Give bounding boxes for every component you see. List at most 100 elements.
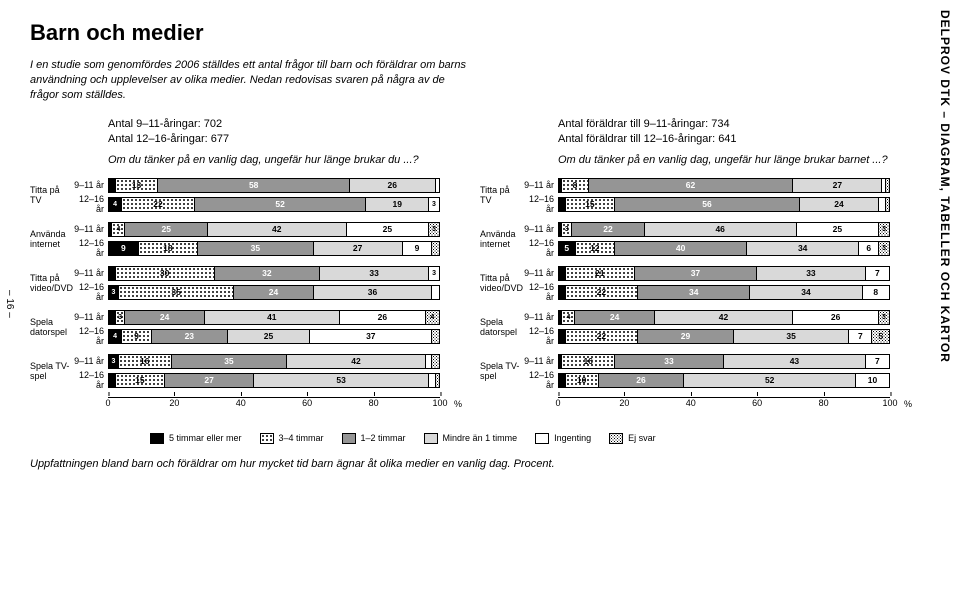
bar-segment: 37	[635, 267, 757, 280]
category-label: Titta på video/DVD	[30, 265, 72, 303]
legend-swatch	[424, 433, 438, 444]
axis-tick: 40	[236, 394, 246, 404]
legend-item: Mindre än 1 timme	[424, 433, 518, 444]
bar-segment: 13	[116, 179, 159, 192]
page-title: Barn och medier	[30, 20, 930, 46]
bar-segment: 9	[122, 330, 152, 343]
legend-label: 3–4 timmar	[279, 433, 324, 443]
category-group: Titta på video/DVD9–11 år3032333 12–16 år…	[30, 265, 440, 303]
bar-row: 12–16 år49232537	[72, 328, 440, 345]
panel-meta: Antal 9–11-åringar: 702Antal 12–16-åring…	[108, 117, 440, 169]
panel-meta-line: Antal föräldrar till 9–11-åringar: 734	[558, 117, 890, 132]
chart-panel: Antal föräldrar till 9–11-åringar: 734 An…	[480, 117, 890, 413]
age-label: 9–11 år	[522, 180, 558, 190]
bar-segment: 3	[109, 355, 119, 368]
panel-meta: Antal föräldrar till 9–11-åringar: 734An…	[558, 117, 890, 169]
stacked-bar: 135826	[108, 178, 440, 193]
bar-segment	[432, 330, 439, 343]
age-label: 12–16 år	[72, 238, 108, 258]
age-label: 9–11 år	[72, 180, 108, 190]
stacked-bar: 152753	[108, 373, 440, 388]
age-label: 12–16 år	[522, 238, 558, 258]
bar-segment: 22	[566, 286, 639, 299]
bar-segment	[436, 179, 439, 192]
side-label: DELPROV DTK – DIAGRAM, TABELLER OCH KART…	[938, 10, 952, 363]
stacked-bar: 1633437	[558, 354, 890, 369]
age-label: 12–16 år	[72, 326, 108, 346]
chart-panel: Antal 9–11-åringar: 702Antal 12–16-åring…	[30, 117, 440, 413]
bar-segment: 52	[195, 198, 367, 211]
bar-segment: 36	[314, 286, 433, 299]
category-label: Spela datorspel	[30, 309, 72, 347]
bar-segment	[559, 374, 566, 387]
age-label: 9–11 år	[522, 312, 558, 322]
bar-segment: 15	[116, 374, 166, 387]
axis-tick: 20	[169, 394, 179, 404]
category-group: Spela TV-spel9–11 år163343712–16 år10265…	[480, 353, 890, 391]
bar-segment	[429, 374, 436, 387]
bar-segment: 24	[125, 311, 204, 324]
bar-row: 9–11 år3163542	[72, 353, 440, 370]
category-label: Titta på video/DVD	[480, 265, 522, 303]
bar-row: 9–11 år42542253	[72, 221, 440, 238]
bar-segment: 34	[747, 242, 859, 255]
age-label: 9–11 år	[522, 268, 558, 278]
bar-segment	[559, 267, 566, 280]
bar-segment: 4	[109, 198, 122, 211]
bar-segment: 5	[872, 330, 889, 343]
bar-segment: 4	[109, 330, 122, 343]
bar-row: 12–16 år155624	[522, 196, 890, 213]
legend: 5 timmar eller mer3–4 timmar1–2 timmarMi…	[150, 433, 930, 444]
category-group: Spela datorspel9–11 år3244126412–16 år49…	[30, 309, 440, 347]
bar-segment: 46	[645, 223, 797, 236]
axis-tick: 100	[432, 394, 447, 404]
legend-item: Ingenting	[535, 433, 591, 444]
bar-segment	[559, 286, 566, 299]
bar-segment: 24	[800, 198, 879, 211]
legend-swatch	[260, 433, 274, 444]
intro-text: I en studie som genomfördes 2006 ställde…	[30, 58, 470, 103]
bar-segment: 4	[562, 311, 575, 324]
bar-row: 9–11 år3032333	[72, 265, 440, 282]
stacked-bar: 22293575	[558, 329, 890, 344]
percent-sign: %	[454, 399, 462, 409]
bar-segment	[432, 242, 439, 255]
bar-segment: 25	[228, 330, 311, 343]
bar-segment: 12	[576, 242, 616, 255]
bar-segment: 35	[172, 355, 288, 368]
bar-segment: 3	[879, 223, 889, 236]
axis-tick: 100	[882, 394, 897, 404]
bar-segment: 9	[403, 242, 433, 255]
bar-segment	[426, 355, 433, 368]
stacked-bar: 32441264	[108, 310, 440, 325]
bar-segment: 8	[863, 286, 889, 299]
panel-meta-line: Antal 12–16-åringar: 677	[108, 132, 440, 147]
category-label: Använda internet	[480, 221, 522, 259]
bar-segment: 42	[208, 223, 347, 236]
bar-segment: 42	[655, 311, 794, 324]
bar-segment	[109, 311, 116, 324]
age-label: 12–16 år	[72, 370, 108, 390]
bar-segment	[432, 286, 439, 299]
category-group: Använda internet9–11 år4254225312–16 år 9…	[30, 221, 440, 259]
bar-segment: 3	[116, 311, 126, 324]
bar-segment: 8	[562, 179, 588, 192]
bar-segment: 26	[340, 311, 426, 324]
x-axis: 020406080100%	[108, 397, 440, 413]
bar-segment: 26	[599, 374, 685, 387]
axis-tick: 60	[302, 394, 312, 404]
age-label: 9–11 år	[72, 268, 108, 278]
stacked-bar: 10265210	[558, 373, 890, 388]
bar-segment: 3	[429, 198, 439, 211]
stacked-bar: 42442263	[558, 310, 890, 325]
age-label: 12–16 år	[522, 194, 558, 214]
x-axis: 020406080100%	[558, 397, 890, 413]
bar-segment: 53	[254, 374, 429, 387]
age-label: 12–16 år	[522, 370, 558, 390]
bar-segment	[886, 179, 889, 192]
bar-segment: 27	[793, 179, 882, 192]
bar-segment	[886, 198, 889, 211]
bar-segment	[436, 374, 439, 387]
bar-row: 12–16 år3352436	[72, 284, 440, 301]
category-label: Använda internet	[30, 221, 72, 259]
